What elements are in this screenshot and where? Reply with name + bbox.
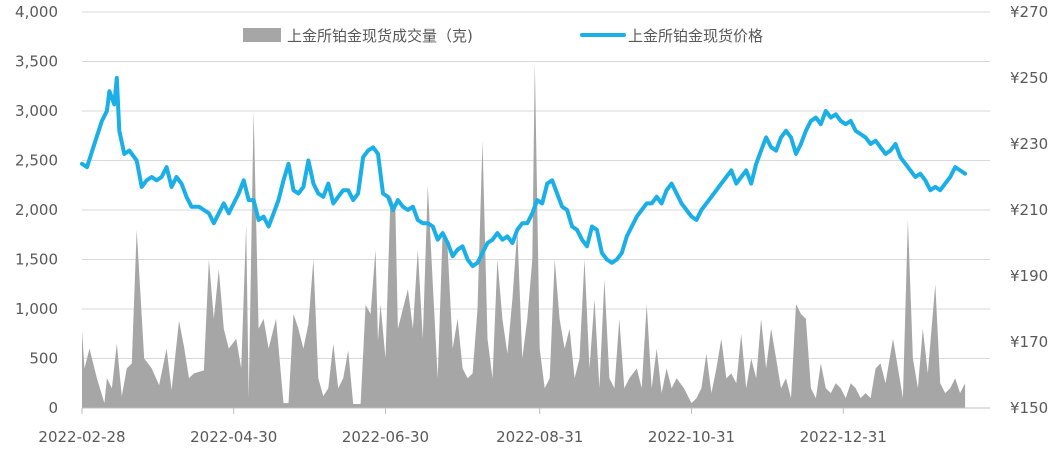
x-tick-label: 2022-04-30 <box>190 428 277 446</box>
y-left-tick-label: 1,000 <box>15 300 58 318</box>
y-left-tick-label: 3,000 <box>15 102 58 120</box>
y-right-tick-label: ¥190 <box>1010 267 1048 285</box>
legend-label-volume: 上金所铂金现货成交量（克) <box>287 27 473 45</box>
price-line-layer <box>80 76 968 269</box>
y-right-tick-label: ¥170 <box>1010 333 1048 351</box>
volume-area <box>82 61 966 408</box>
x-tick-labels: 2022-02-28 2022-04-30 2022-06-30 2022-08-31… <box>38 428 886 446</box>
y-left-tick-label: 4,000 <box>15 3 58 21</box>
y-right-tick-label: ¥250 <box>1010 69 1048 87</box>
legend-label-price: 上金所铂金现货价格 <box>628 27 763 45</box>
x-tick-label: 2022-12-31 <box>800 428 887 446</box>
x-tick-label: 2022-02-28 <box>38 428 125 446</box>
x-tick-label: 2022-06-30 <box>342 428 429 446</box>
price-line <box>80 76 968 269</box>
x-tick-label: 2022-08-31 <box>496 428 583 446</box>
legend: 上金所铂金现货成交量（克) 上金所铂金现货价格 <box>243 27 763 45</box>
y-left-tick-label: 500 <box>29 350 58 368</box>
y-right-tick-label: ¥210 <box>1010 201 1048 219</box>
y-right-tick-labels: ¥150 ¥170 ¥190 ¥210 ¥230 ¥250 ¥270 <box>1010 3 1048 417</box>
y-left-tick-label: 3,500 <box>15 53 58 71</box>
y-left-tick-label: 2,000 <box>15 201 58 219</box>
y-left-tick-label: 1,500 <box>15 251 58 269</box>
y-right-tick-label: ¥230 <box>1010 135 1048 153</box>
x-tick-label: 2022-10-31 <box>648 428 735 446</box>
y-left-tick-label: 0 <box>48 399 58 417</box>
volume-area-layer <box>82 61 966 408</box>
legend-swatch-volume <box>243 28 281 42</box>
y-right-tick-label: ¥150 <box>1010 399 1048 417</box>
y-left-tick-labels: 0 500 1,000 1,500 2,000 2,500 3,000 3,500 4,000 <box>15 3 58 417</box>
axes <box>81 407 990 414</box>
y-left-tick-label: 2,500 <box>15 152 58 170</box>
y-right-tick-label: ¥270 <box>1010 3 1048 21</box>
